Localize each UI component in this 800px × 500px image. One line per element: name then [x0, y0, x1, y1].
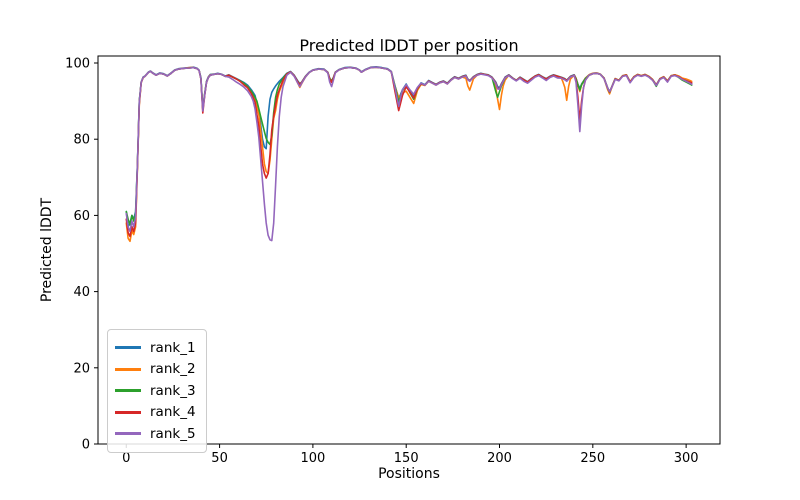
y-tick-label: 0 — [82, 438, 90, 453]
legend-line-swatch — [115, 389, 141, 393]
y-tick-label: 20 — [73, 361, 90, 376]
x-tick-label: 200 — [487, 451, 512, 466]
chart-title: Predicted lDDT per position — [299, 36, 519, 55]
y-axis-label: Predicted lDDT — [39, 197, 55, 303]
legend-item-rank_2: rank_2 — [115, 359, 196, 381]
legend-line-swatch — [115, 346, 141, 350]
x-tick-label: 0 — [122, 451, 130, 466]
legend-label: rank_1 — [150, 339, 196, 356]
x-tick-label: 100 — [300, 451, 325, 466]
legend-line-swatch — [115, 432, 141, 436]
legend-item-rank_4: rank_4 — [115, 402, 196, 424]
legend-item-rank_1: rank_1 — [115, 337, 196, 359]
y-tick-label: 80 — [73, 133, 90, 148]
y-tick-label: 60 — [73, 209, 90, 224]
x-tick-label: 50 — [211, 451, 228, 466]
legend-label: rank_3 — [150, 382, 196, 399]
x-tick-label: 150 — [394, 451, 419, 466]
legend-label: rank_2 — [150, 361, 196, 378]
legend: rank_1 rank_2 rank_3 rank_4 rank_5 — [107, 329, 207, 453]
x-tick-label: 300 — [674, 451, 699, 466]
x-tick-label: 250 — [580, 451, 605, 466]
legend-item-rank_3: rank_3 — [115, 380, 196, 402]
x-axis-label: Positions — [378, 466, 440, 482]
y-tick-label: 100 — [65, 57, 90, 72]
legend-item-rank_5: rank_5 — [115, 423, 196, 445]
legend-label: rank_4 — [150, 404, 196, 421]
legend-line-swatch — [115, 410, 141, 414]
y-tick-label: 40 — [73, 285, 90, 300]
series-line-rank_5 — [125, 66, 693, 242]
legend-line-swatch — [115, 367, 141, 371]
legend-label: rank_5 — [150, 425, 196, 442]
